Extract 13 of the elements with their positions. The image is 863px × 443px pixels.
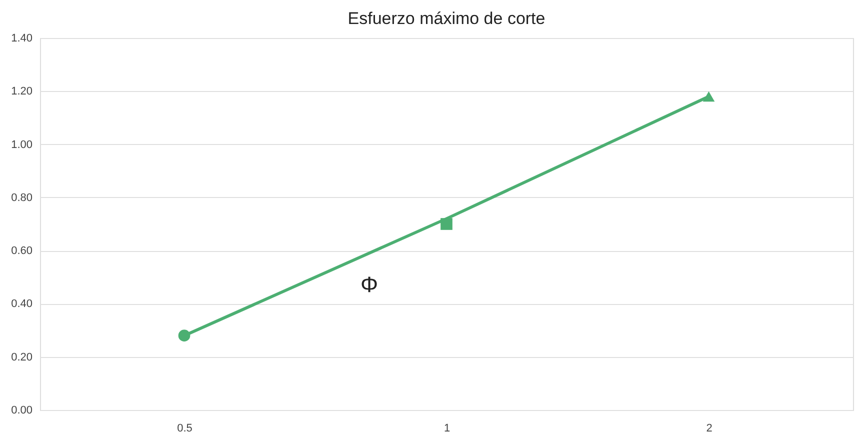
y-tick-label: 0.00 [11,404,32,416]
chart-title: Esfuerzo máximo de corte [348,9,546,28]
x-tick-label: 1 [444,422,450,434]
x-tick-label: 0.5 [177,422,192,434]
y-tick-label: 1.00 [11,138,32,151]
y-tick-label: 1.20 [11,86,32,98]
y-tick-label: 0.60 [11,245,32,258]
y-tick-label: 0.20 [11,351,32,364]
y-tick-label: 1.40 [11,32,32,44]
y-tick-label: 0.80 [11,192,32,204]
y-tick-label: 0.40 [11,298,32,310]
x-tick-label: 2 [706,422,712,434]
annotation: Φ [360,272,378,297]
